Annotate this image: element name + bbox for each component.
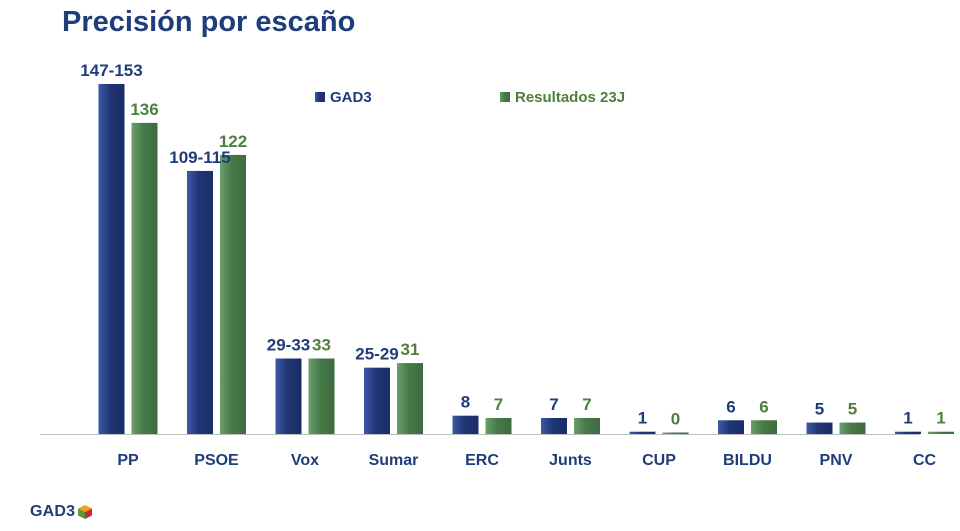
data-label-gad3-erc: 8 xyxy=(461,393,470,412)
data-label-gad3-junts: 7 xyxy=(549,395,558,414)
legend-swatch-resultados xyxy=(500,92,510,102)
bar-resultados-pnv xyxy=(839,422,866,434)
bar-gad3-pp xyxy=(98,84,125,434)
bar-gad3-sumar xyxy=(364,367,390,434)
bar-resultados-vox xyxy=(308,358,335,434)
x-tick-label-sumar: Sumar xyxy=(369,452,419,469)
x-tick-label-cup: CUP xyxy=(642,452,676,469)
data-label-gad3-cup: 1 xyxy=(638,409,647,428)
data-label-resultados-erc: 7 xyxy=(494,395,503,414)
x-tick-label-cc: CC xyxy=(913,452,937,469)
data-label-gad3-cc: 1 xyxy=(903,409,912,428)
data-label-gad3-sumar: 25-29 xyxy=(355,345,398,364)
data-label-resultados-cup: 0 xyxy=(671,410,680,429)
bar-gad3-bildu xyxy=(718,420,744,434)
data-label-gad3-pp: 147-153 xyxy=(80,61,142,80)
data-label-resultados-vox: 33 xyxy=(312,336,331,355)
legend: GAD3 Resultados 23J xyxy=(315,89,625,106)
gad3-logo: GAD3 xyxy=(30,503,93,521)
bar-gad3-cup xyxy=(629,431,656,434)
cube-icon xyxy=(78,505,93,519)
logo-text: GAD3 xyxy=(30,503,76,520)
bar-resultados-pp xyxy=(131,122,158,434)
data-label-gad3-pnv: 5 xyxy=(815,400,824,419)
bar-gad3-junts xyxy=(541,417,567,434)
x-tick-label-vox: Vox xyxy=(291,452,319,469)
data-label-resultados-junts: 7 xyxy=(582,395,591,414)
data-label-gad3-psoe: 109-115 xyxy=(169,148,230,167)
data-label-resultados-cc: 1 xyxy=(936,409,945,428)
bar-resultados-psoe xyxy=(220,154,246,434)
bar-gad3-psoe xyxy=(187,170,213,434)
x-tick-label-pnv: PNV xyxy=(820,452,853,469)
bar-resultados-cup xyxy=(662,432,689,434)
legend-swatch-gad3 xyxy=(315,92,325,102)
data-label-resultados-bildu: 6 xyxy=(759,397,768,416)
bar-gad3-pnv xyxy=(806,422,833,434)
bar-resultados-erc xyxy=(485,417,512,434)
bar-gad3-erc xyxy=(452,415,479,434)
data-label-resultados-pnv: 5 xyxy=(848,400,857,419)
data-label-resultados-pp: 136 xyxy=(130,100,158,119)
bar-resultados-bildu xyxy=(751,420,777,434)
legend-label-resultados: Resultados 23J xyxy=(515,89,625,106)
x-tick-label-erc: ERC xyxy=(465,452,499,469)
x-tick-label-pp: PP xyxy=(117,452,139,469)
legend-label-gad3: GAD3 xyxy=(330,89,372,106)
bars-layer xyxy=(98,84,954,434)
x-tick-label-psoe: PSOE xyxy=(194,452,239,469)
x-tick-label-junts: Junts xyxy=(549,452,592,469)
bar-gad3-vox xyxy=(275,358,302,434)
bar-resultados-sumar xyxy=(397,363,423,434)
data-label-gad3-bildu: 6 xyxy=(726,397,735,416)
bar-gad3-cc xyxy=(895,431,921,434)
data-label-resultados-sumar: 31 xyxy=(401,340,420,359)
x-tick-label-bildu: BILDU xyxy=(723,452,772,469)
bar-resultados-junts xyxy=(574,417,600,434)
data-label-resultados-psoe: 122 xyxy=(219,132,247,151)
data-label-gad3-vox: 29-33 xyxy=(267,336,310,355)
bar-resultados-cc xyxy=(928,431,954,434)
page-title: Precisión por escaño xyxy=(62,6,356,38)
